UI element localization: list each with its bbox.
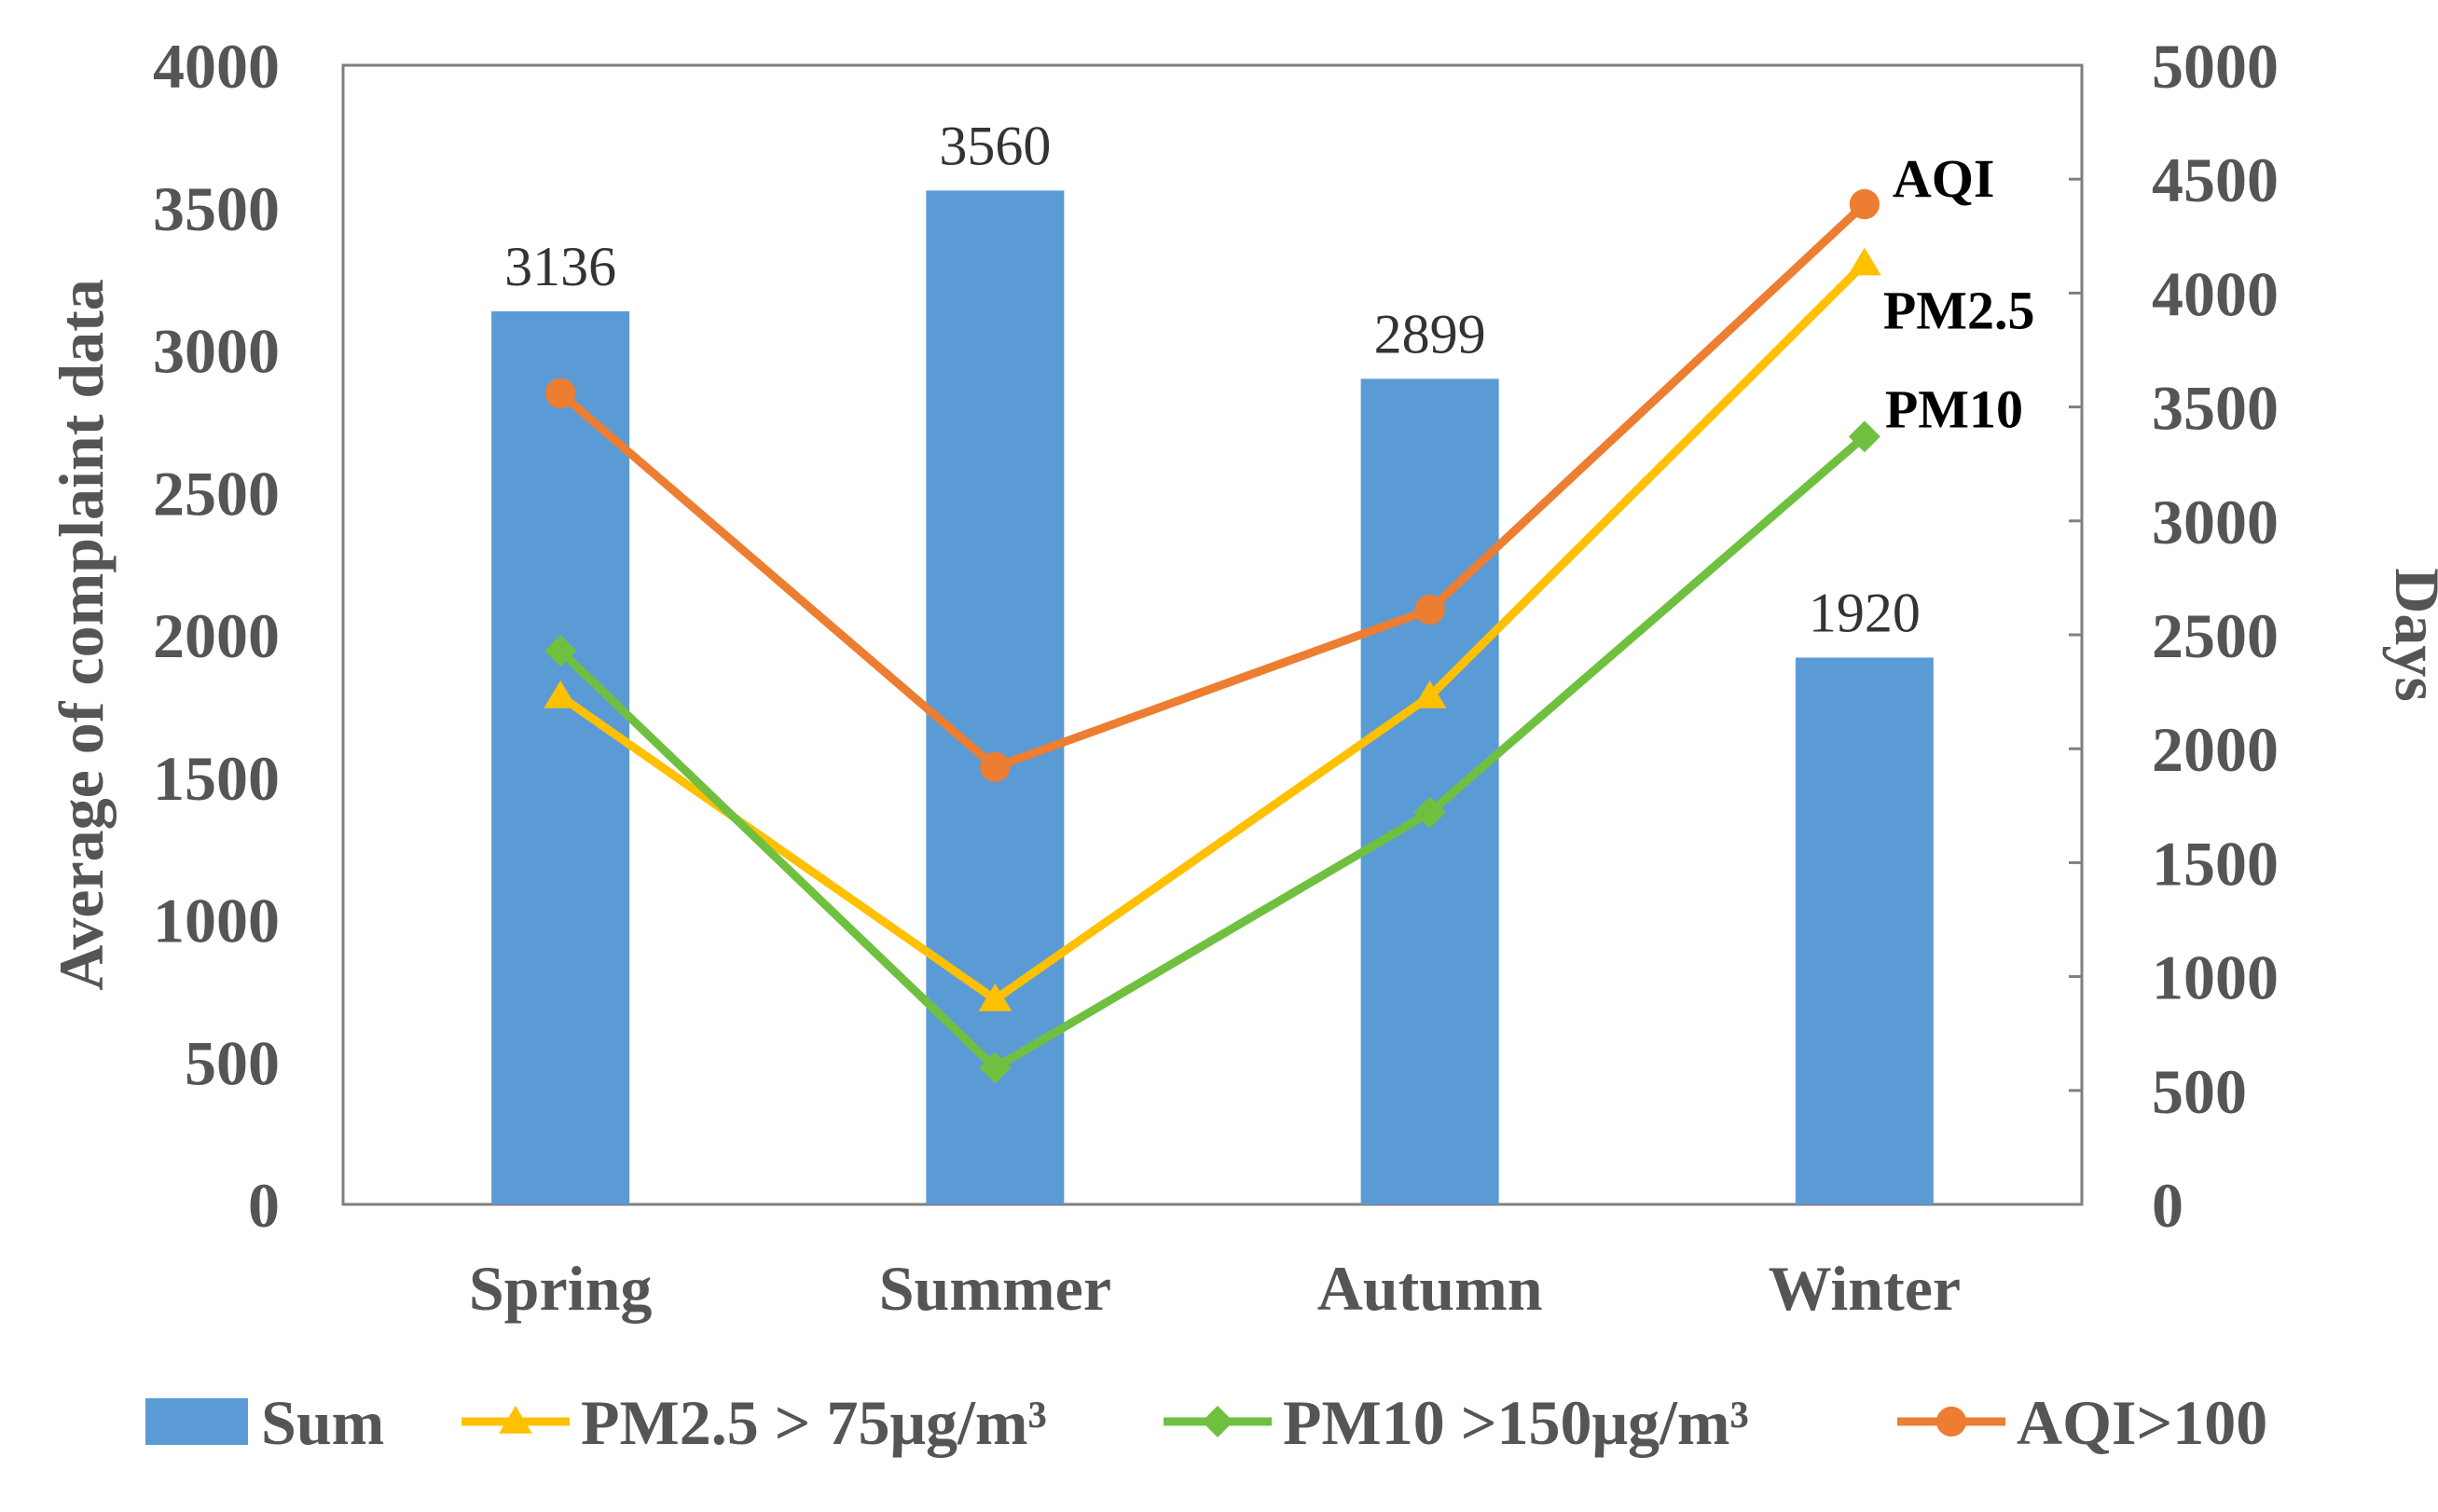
marker-pm25-spring [544,680,577,708]
left-tick-label: 2500 [153,458,280,529]
legend-marker-aqi [1935,1406,1967,1437]
marker-aqi-autumn [1414,594,1445,625]
category-label-spring: Spring [469,1253,653,1324]
series-end-label-aqi: AQI [1893,148,1995,209]
marker-pm10-winter [1848,420,1880,453]
left-tick-label: 1500 [153,743,280,814]
bar-value-label: 1920 [1809,582,1921,643]
marker-pm10-summer [979,1052,1012,1084]
right-tick-label: 4500 [2152,144,2279,215]
marker-pm25-summer [978,983,1012,1011]
series-end-label-pm10: PM10 [1885,378,2023,439]
left-tick-label: 3000 [153,316,280,387]
right-tick-label: 2500 [2152,600,2279,671]
legend-marker-pm25 [499,1406,532,1434]
left-axis-title: Average of complaint data [46,279,117,991]
legend-marker-pm10 [1202,1406,1233,1437]
left-tick-label: 0 [248,1170,280,1241]
right-tick-label: 0 [2152,1170,2183,1241]
left-tick-label: 2000 [153,600,280,671]
left-tick-label: 4000 [153,31,280,102]
left-tick-label: 500 [185,1027,280,1098]
series-line-aqi [558,200,1867,772]
bar-summer [926,190,1065,1204]
series-line-pm10 [558,433,1867,1072]
legend-swatch-sum [145,1398,248,1445]
left-tick-label: 3500 [153,173,280,244]
right-tick-label: 2000 [2152,714,2279,785]
category-label-summer: Summer [879,1253,1111,1324]
marker-pm10-spring [544,635,577,667]
bar-value-label: 3136 [504,236,616,297]
legend-label-sum: Sum [261,1387,384,1458]
marker-aqi-spring [544,378,576,409]
right-tick-label: 5000 [2152,31,2279,102]
category-label-winter: Winter [1769,1253,1962,1324]
left-tick-label: 1000 [153,886,280,956]
series-line-pm25 [558,260,1868,1004]
bar-autumn [1360,378,1499,1205]
bar-spring [491,310,630,1204]
right-tick-label: 3000 [2152,487,2279,557]
right-tick-label: 500 [2152,1056,2247,1127]
legend-label-aqi: AQI>100 [2017,1387,2267,1458]
right-tick-label: 3500 [2152,373,2279,444]
bar-value-label: 3560 [939,115,1051,176]
legend-label-pm25: PM2.5 > 75μg/m³ [581,1387,1047,1458]
marker-pm10-autumn [1413,796,1446,829]
category-label-autumn: Autumn [1317,1253,1543,1324]
right-tick-label: 1000 [2152,942,2279,1013]
right-tick-label: 1500 [2152,828,2279,899]
series-end-label-pm25: PM2.5 [1883,281,2035,341]
bar-value-label: 2899 [1374,303,1486,364]
legend-label-pm10: PM10 >150μg/m³ [1283,1387,1749,1458]
bar-winter [1795,657,1934,1204]
right-axis-title: Days [2382,568,2438,702]
marker-pm25-autumn [1412,680,1447,708]
marker-pm25-winter [1848,247,1881,276]
right-tick-label: 4000 [2152,258,2279,329]
marker-aqi-winter [1849,188,1880,220]
marker-aqi-summer [980,751,1011,782]
